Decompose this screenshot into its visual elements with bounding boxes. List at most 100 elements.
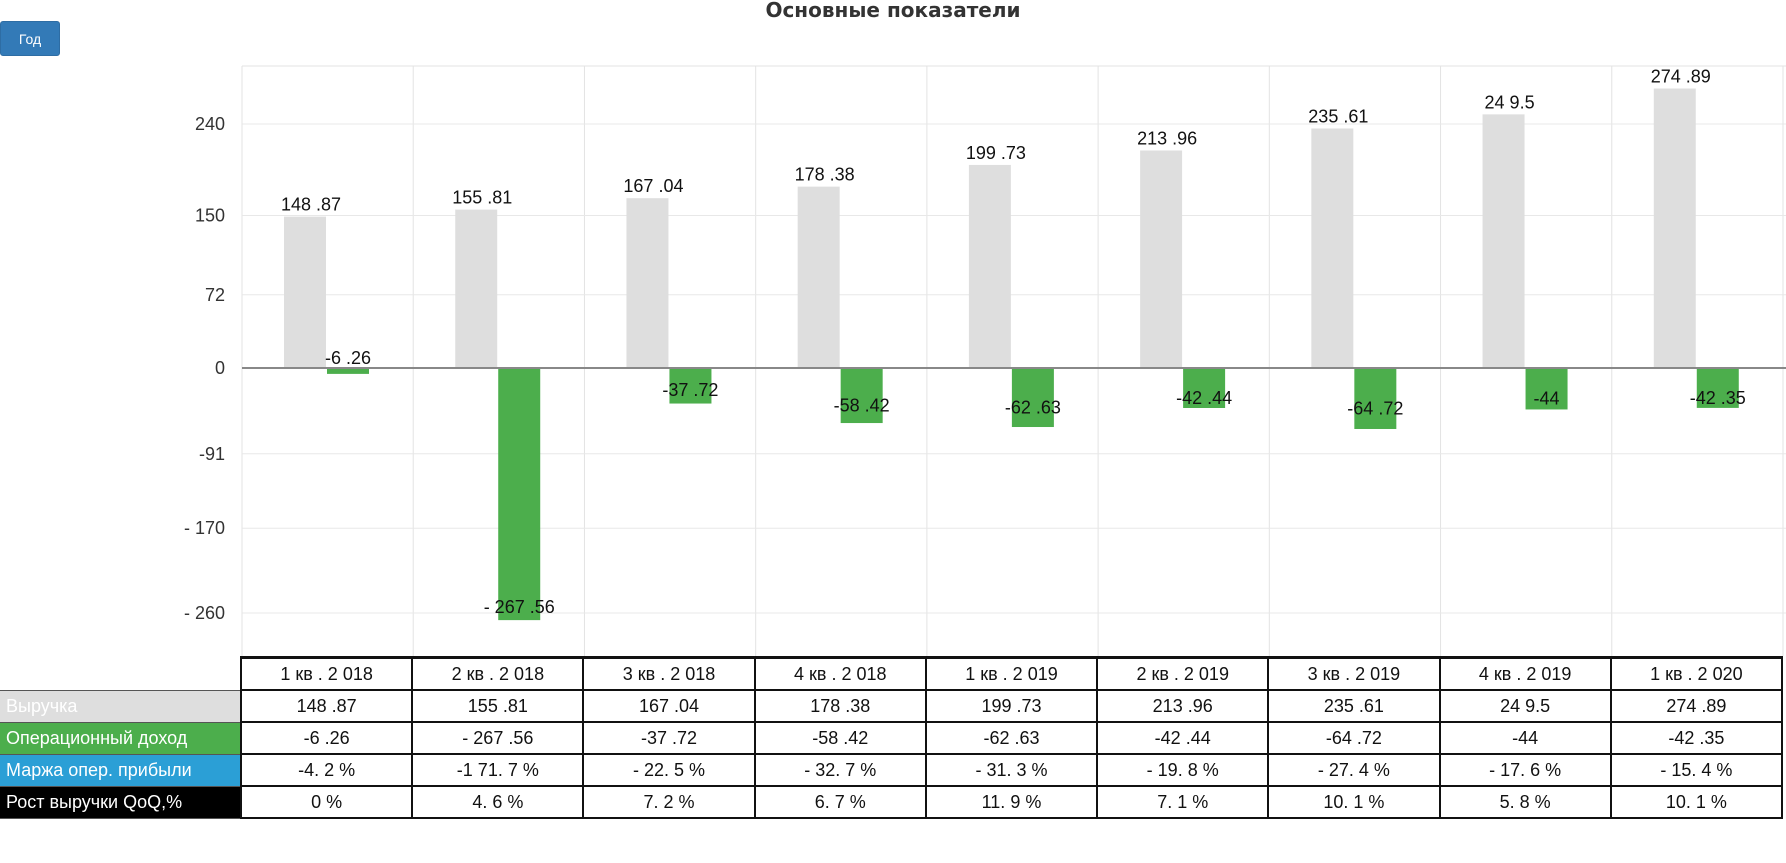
chart-title: Основные показатели — [765, 0, 1021, 22]
table-header-row: 1 кв . 2 018 2 кв . 2 018 3 кв . 2 018 4 кв… — [0, 656, 1783, 691]
operating-income-data-label: - 267 .56 — [484, 597, 555, 617]
operating-income-data-label: -44 — [1534, 389, 1560, 409]
table-cell: 24 9.5 — [1438, 689, 1612, 723]
table-cell: 167 .04 — [582, 689, 756, 723]
revenue-bar — [1482, 114, 1525, 368]
year-button[interactable]: Год — [0, 21, 60, 56]
y-tick-label: 0 — [215, 358, 225, 378]
table-cell: 6. 7 % — [753, 785, 927, 819]
x-category-label: 3 кв . 2 019 — [1267, 656, 1441, 691]
x-category-label: 4 кв . 2 019 — [1438, 656, 1612, 691]
operating-income-data-label: -6 .26 — [325, 348, 371, 368]
x-category-label: 2 кв . 2 018 — [411, 656, 585, 691]
table-cell: -1 71. 7 % — [411, 753, 585, 787]
x-category-label: 4 кв . 2 018 — [753, 656, 927, 691]
table-cell: 274 .89 — [1609, 689, 1783, 723]
revenue-data-label: 213 .96 — [1137, 128, 1197, 148]
table-cell: -64 .72 — [1267, 721, 1441, 755]
table-cell: - 22. 5 % — [582, 753, 756, 787]
operating-income-data-label: -42 .44 — [1176, 388, 1232, 408]
table-corner-cell — [0, 658, 241, 691]
table-cell: 5. 8 % — [1438, 785, 1612, 819]
table-row: Маржа опер. прибыли -4. 2 % -1 71. 7 % - 22… — [0, 753, 1783, 787]
revenue-data-label: 148 .87 — [281, 195, 341, 215]
chart-area: 240 150 72 0 -91 - 170 - 260 148 .87 -6 .26 155 .… — [184, 65, 1786, 656]
table-cell: 178 .38 — [753, 689, 927, 723]
y-tick-label: - 260 — [184, 603, 225, 623]
table-cell: 0 % — [239, 785, 414, 819]
revenue-data-label: 167 .04 — [623, 176, 683, 196]
revenue-data-label: 155 .81 — [452, 188, 512, 208]
table-cell: 148 .87 — [239, 689, 414, 723]
table-cell: -44 — [1438, 721, 1612, 755]
y-tick-label: -91 — [199, 444, 225, 464]
revenue-data-label: 178 .38 — [795, 165, 855, 185]
table-cell: - 15. 4 % — [1609, 753, 1783, 787]
table-cell: 199 .73 — [924, 689, 1099, 723]
table-cell: 10. 1 % — [1267, 785, 1441, 819]
revenue-bar — [1653, 88, 1696, 368]
operating-income-bar — [840, 368, 883, 424]
x-category-label: 1 кв . 2 020 — [1609, 656, 1783, 691]
row-label: Выручка — [0, 689, 241, 723]
x-category-label: 3 кв . 2 018 — [582, 656, 756, 691]
x-category-label: 1 кв . 2 019 — [924, 656, 1099, 691]
revenue-bar — [797, 186, 840, 368]
table-cell: -37 .72 — [582, 721, 756, 755]
operating-income-bar — [327, 368, 369, 374]
revenue-bar — [284, 216, 326, 368]
operating-income-data-label: -62 .63 — [1005, 398, 1061, 418]
table-cell: 235 .61 — [1267, 689, 1441, 723]
table-row: Операционный доход -6 .26- 267 .56 -37 .72… — [0, 721, 1783, 755]
operating-income-bar — [1525, 368, 1568, 410]
operating-income-bar — [1354, 368, 1397, 429]
operating-income-bar — [669, 368, 712, 404]
operating-income-data-label: -37 .72 — [662, 380, 718, 400]
x-category-label: 1 кв . 2 018 — [239, 656, 414, 691]
table-cell: -4. 2 % — [239, 753, 414, 787]
revenue-bar — [1311, 128, 1354, 368]
table-cell: - 27. 4 % — [1267, 753, 1441, 787]
table-cell: -62 .63 — [924, 721, 1099, 755]
operating-income-bar — [498, 368, 541, 621]
table-cell: 4. 6 % — [411, 785, 585, 819]
operating-income-data-label: -58 .42 — [834, 396, 890, 416]
revenue-bar — [626, 198, 669, 368]
table-cell: - 31. 3 % — [924, 753, 1099, 787]
operating-income-bar — [1183, 368, 1226, 408]
table-cell: -42 .35 — [1609, 721, 1783, 755]
operating-income-bar — [1696, 368, 1739, 408]
revenue-bar — [968, 164, 1011, 368]
table-cell: -6 .26 — [239, 721, 414, 755]
row-label: Рост выручки QoQ,% — [0, 785, 241, 819]
table-cell: -42 .44 — [1096, 721, 1270, 755]
revenue-data-label: 199 .73 — [966, 143, 1026, 163]
table-row: Рост выручки QoQ,% 0 % 4. 6 % 7. 2 % 6. 7 % 1… — [0, 785, 1783, 819]
table-cell: -58 .42 — [753, 721, 927, 755]
table-cell: - 17. 6 % — [1438, 753, 1612, 787]
table-cell: 7. 2 % — [582, 785, 756, 819]
y-tick-label: 72 — [205, 285, 225, 305]
revenue-data-label: 274 .89 — [1651, 67, 1711, 87]
table-cell: 155 .81 — [411, 689, 585, 723]
revenue-data-label: 235 .61 — [1308, 106, 1368, 126]
x-category-label: 2 кв . 2 019 — [1096, 656, 1270, 691]
table-cell: - 19. 8 % — [1096, 753, 1270, 787]
data-table: 1 кв . 2 018 2 кв . 2 018 3 кв . 2 018 4 кв… — [0, 656, 1783, 819]
revenue-data-label: 24 9.5 — [1485, 92, 1535, 112]
table-cell: 11. 9 % — [924, 785, 1099, 819]
row-label: Маржа опер. прибыли — [0, 753, 241, 787]
y-tick-label: 240 — [195, 114, 225, 134]
operating-income-data-label: -64 .72 — [1347, 398, 1403, 418]
revenue-bar — [1140, 150, 1183, 368]
y-tick-label: - 170 — [184, 518, 225, 538]
row-label: Операционный доход — [0, 721, 241, 755]
y-tick-label: 150 — [195, 206, 225, 226]
operating-income-data-label: -42 .35 — [1690, 388, 1746, 408]
table-cell: 213 .96 — [1096, 689, 1270, 723]
table-row: Выручка 148 .87 155 .81 167 .04 178 .38 199 .… — [0, 689, 1783, 723]
table-cell: - 32. 7 % — [753, 753, 927, 787]
table-cell: 10. 1 % — [1609, 785, 1783, 819]
table-cell: 7. 1 % — [1096, 785, 1270, 819]
